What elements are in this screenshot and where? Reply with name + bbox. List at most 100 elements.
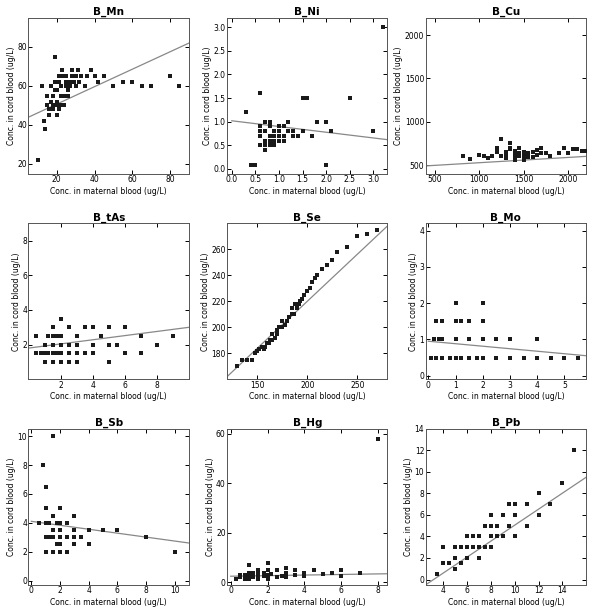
Point bbox=[299, 290, 309, 300]
Point bbox=[152, 340, 161, 349]
Point bbox=[256, 122, 265, 131]
X-axis label: Conc. in maternal blood (ug/L): Conc. in maternal blood (ug/L) bbox=[448, 392, 564, 402]
Point bbox=[44, 111, 54, 120]
Point bbox=[264, 136, 274, 146]
X-axis label: Conc. in maternal blood (ug/L): Conc. in maternal blood (ug/L) bbox=[249, 187, 365, 196]
Point bbox=[72, 331, 81, 341]
Point bbox=[62, 532, 72, 542]
Point bbox=[451, 352, 460, 362]
Point bbox=[519, 147, 528, 157]
Point bbox=[463, 542, 472, 552]
Point bbox=[104, 340, 113, 349]
Point bbox=[248, 572, 257, 582]
Point bbox=[515, 148, 524, 158]
Point bbox=[137, 81, 146, 91]
Point bbox=[474, 150, 484, 160]
Point bbox=[519, 152, 528, 161]
Point bbox=[67, 71, 76, 81]
Point bbox=[38, 460, 47, 470]
Point bbox=[254, 571, 263, 581]
Point bbox=[62, 81, 71, 91]
Point bbox=[437, 316, 447, 326]
Point bbox=[519, 155, 528, 165]
Point bbox=[510, 150, 519, 160]
Point bbox=[463, 553, 472, 563]
Point bbox=[278, 322, 287, 332]
Point bbox=[48, 525, 58, 535]
Title: B_Hg: B_Hg bbox=[292, 418, 322, 429]
Point bbox=[235, 570, 245, 580]
Point bbox=[272, 565, 282, 575]
Point bbox=[165, 71, 175, 81]
Point bbox=[55, 546, 65, 556]
Point bbox=[65, 77, 75, 87]
Point bbox=[40, 340, 49, 349]
Point bbox=[58, 71, 67, 81]
Point bbox=[492, 143, 502, 153]
Point bbox=[478, 316, 487, 326]
Point bbox=[274, 126, 283, 136]
Point bbox=[59, 101, 69, 111]
Point bbox=[250, 348, 260, 358]
Point bbox=[533, 335, 542, 344]
Point bbox=[457, 542, 466, 552]
Point bbox=[426, 352, 436, 362]
Point bbox=[52, 518, 62, 527]
Y-axis label: Conc. in cord blood (ug/L): Conc. in cord blood (ug/L) bbox=[12, 252, 21, 351]
Point bbox=[241, 574, 250, 584]
Point bbox=[323, 260, 332, 270]
Point bbox=[522, 521, 531, 530]
Point bbox=[52, 111, 62, 120]
Point bbox=[266, 335, 275, 345]
Point bbox=[267, 329, 277, 339]
Point bbox=[56, 81, 65, 91]
Point bbox=[355, 567, 365, 577]
Point bbox=[44, 532, 53, 542]
Point bbox=[96, 331, 106, 341]
Point bbox=[498, 510, 508, 520]
Point bbox=[312, 117, 321, 126]
Point bbox=[56, 357, 65, 367]
Point bbox=[264, 131, 274, 141]
Point bbox=[283, 117, 293, 126]
Point bbox=[55, 525, 65, 535]
Point bbox=[267, 569, 276, 578]
Point bbox=[244, 560, 254, 570]
Point bbox=[288, 303, 297, 313]
Point bbox=[141, 532, 151, 542]
Point bbox=[292, 303, 302, 313]
Point bbox=[327, 567, 337, 577]
Point bbox=[256, 126, 265, 136]
Point bbox=[456, 316, 466, 326]
Point bbox=[109, 81, 118, 91]
X-axis label: Conc. in maternal blood (ug/L): Conc. in maternal blood (ug/L) bbox=[249, 392, 365, 402]
Point bbox=[327, 255, 337, 265]
Point bbox=[246, 160, 256, 170]
Point bbox=[279, 122, 288, 131]
Point bbox=[55, 518, 65, 527]
Point bbox=[451, 553, 460, 563]
Point bbox=[88, 340, 97, 349]
Point bbox=[298, 93, 307, 103]
Point bbox=[541, 148, 551, 158]
Point bbox=[478, 298, 487, 308]
Point bbox=[244, 567, 254, 577]
Point bbox=[311, 273, 320, 283]
Point bbox=[281, 572, 291, 582]
Point bbox=[533, 352, 542, 362]
Point bbox=[40, 357, 49, 367]
Point bbox=[263, 338, 272, 348]
Point bbox=[318, 569, 328, 578]
Point bbox=[64, 348, 74, 358]
Point bbox=[279, 136, 288, 146]
Point bbox=[439, 559, 448, 569]
Point bbox=[295, 297, 305, 306]
Point bbox=[260, 141, 270, 150]
Point bbox=[32, 348, 42, 358]
Point bbox=[285, 312, 294, 322]
Point bbox=[247, 355, 257, 365]
Point bbox=[321, 160, 331, 170]
Point bbox=[458, 152, 468, 161]
Point bbox=[445, 352, 455, 362]
Point bbox=[522, 499, 531, 509]
